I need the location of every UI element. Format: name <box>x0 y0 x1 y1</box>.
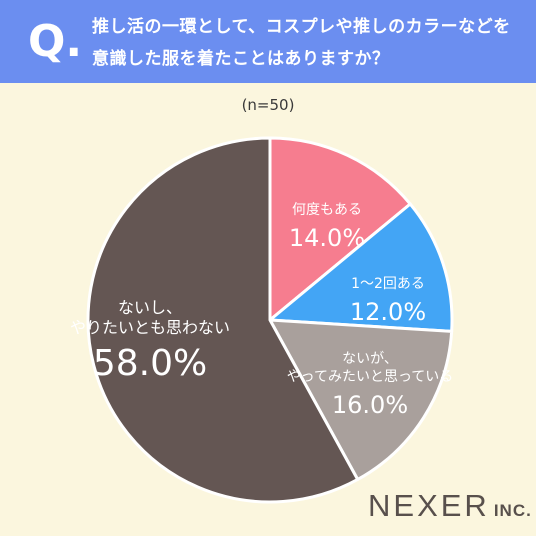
pie-slice <box>86 136 360 504</box>
slice-value-label: 58.0% <box>93 343 207 384</box>
slice-label: やりたいとも思わない <box>70 318 230 337</box>
slice-label: 何度もある <box>292 202 362 218</box>
slice-value-label: 16.0% <box>332 391 408 419</box>
slice-label: ないし、 <box>118 298 182 317</box>
logo-suffix: INC. <box>493 501 532 520</box>
pie-slice <box>268 136 412 322</box>
slice-value-label: 12.0% <box>350 298 426 326</box>
logo-name: NEXER <box>368 488 490 523</box>
nexer-logo: NEXER INC. <box>368 488 532 524</box>
question-line-2: 意識した服を着たことはありますか？ <box>92 49 390 69</box>
slice-label: やってみたいと思っている <box>287 369 454 385</box>
sample-size-label: (n=50) <box>241 96 295 114</box>
pie-slice <box>268 202 454 333</box>
slice-label: ないが、 <box>342 351 398 367</box>
pie-slice <box>268 318 454 481</box>
slice-label: 1〜2回ある <box>351 276 425 292</box>
slice-value-label: 14.0% <box>289 224 365 252</box>
q-mark: Q. <box>28 16 83 67</box>
question-line-1: 推し活の一環として、コスプレや推しのカラーなどを <box>92 17 511 37</box>
question-header: Q. 推し活の一環として、コスプレや推しのカラーなどを 意識した服を着たことはあ… <box>0 0 536 83</box>
